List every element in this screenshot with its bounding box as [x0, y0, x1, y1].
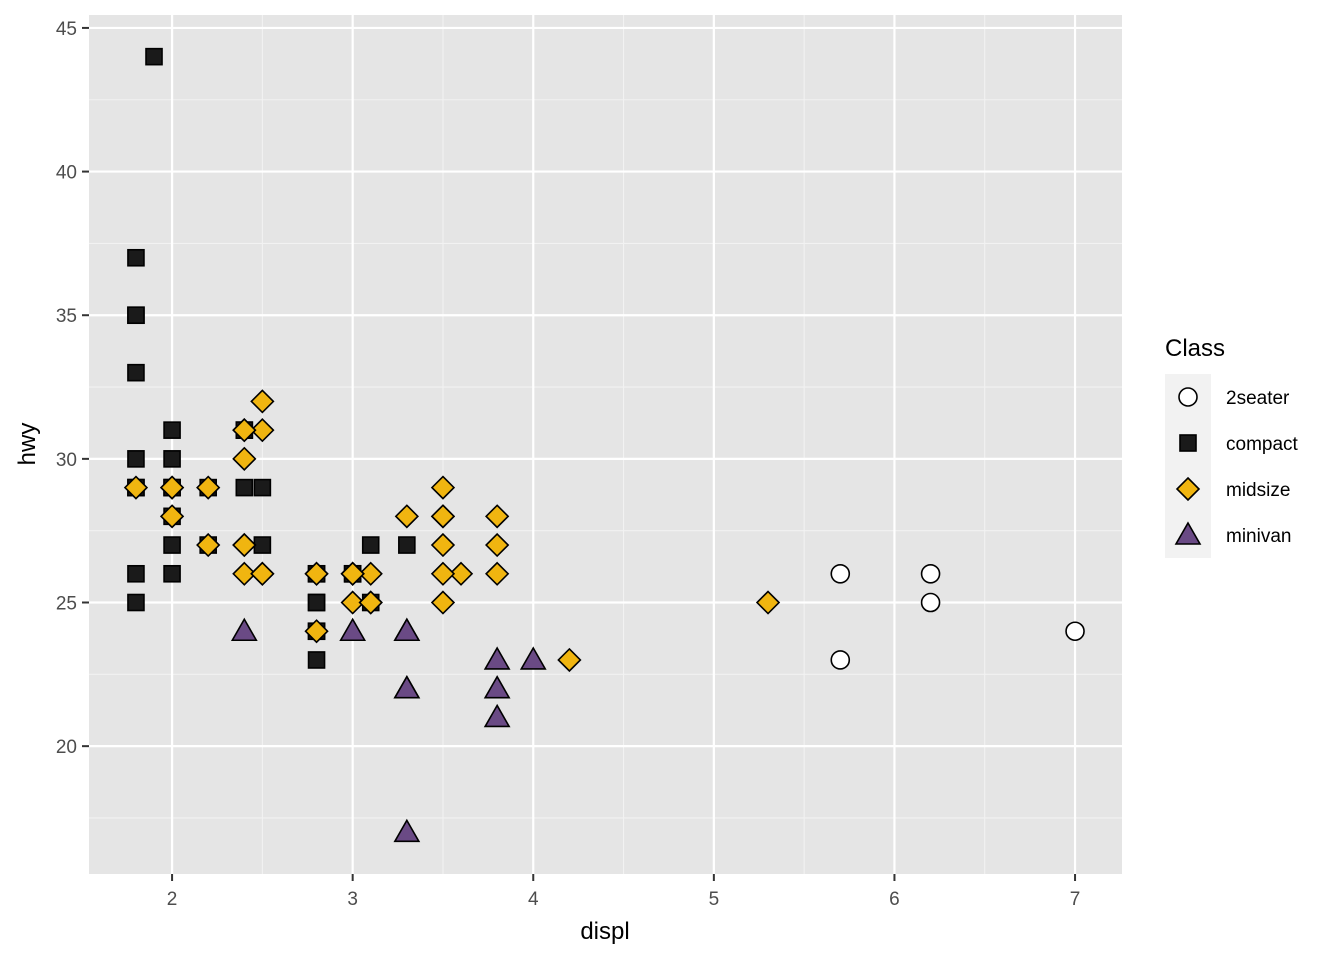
- point-compact: [253, 536, 272, 554]
- x-tick-label: 7: [1070, 889, 1081, 910]
- point-2seater: [920, 592, 941, 613]
- point-midsize: [159, 504, 185, 529]
- point-midsize: [304, 619, 329, 644]
- point-compact: [127, 363, 145, 382]
- plot-panel: [89, 15, 1122, 874]
- legend-symbol-midsize: [1175, 476, 1201, 502]
- point-minivan: [519, 646, 547, 670]
- point-midsize: [250, 418, 275, 443]
- y-axis-title: hwy: [14, 423, 41, 466]
- point-minivan: [483, 675, 511, 699]
- point-compact: [307, 651, 326, 669]
- legend-label: compact: [1226, 434, 1299, 455]
- point-minivan: [393, 617, 421, 642]
- point-compact: [163, 536, 181, 554]
- x-tick-label: 4: [528, 889, 539, 910]
- point-midsize: [304, 561, 329, 586]
- point-minivan: [483, 646, 511, 670]
- legend-title: Class: [1165, 335, 1225, 362]
- point-midsize: [358, 590, 383, 615]
- point-compact: [163, 450, 181, 468]
- point-midsize: [358, 561, 383, 586]
- point-midsize: [394, 504, 419, 529]
- point-midsize: [123, 475, 149, 500]
- point-compact: [127, 248, 145, 267]
- point-minivan: [483, 703, 511, 728]
- point-midsize: [755, 590, 781, 615]
- point-compact: [145, 47, 163, 66]
- point-midsize: [485, 504, 510, 529]
- y-tick-label: 40: [56, 163, 77, 184]
- point-compact: [127, 593, 145, 612]
- point-midsize: [232, 418, 257, 443]
- point-minivan: [393, 675, 421, 699]
- x-tick-label: 5: [709, 889, 720, 910]
- point-compact: [253, 478, 272, 497]
- point-midsize: [485, 532, 510, 558]
- legend-item-midsize: midsize: [1165, 466, 1290, 512]
- point-compact: [163, 564, 181, 583]
- point-minivan: [393, 818, 421, 843]
- point-2seater: [1065, 621, 1085, 642]
- legend: Class 2seater compact midsize minivan: [1165, 335, 1299, 558]
- point-midsize: [430, 561, 456, 586]
- point-compact: [127, 564, 145, 583]
- point-compact: [163, 421, 181, 439]
- legend-label: minivan: [1226, 526, 1291, 547]
- legend-item-compact: compact: [1165, 420, 1299, 466]
- point-compact: [127, 306, 145, 325]
- legend-symbol-compact: [1179, 434, 1197, 452]
- point-compact: [398, 536, 416, 554]
- point-minivan: [230, 617, 258, 642]
- point-compact: [361, 536, 380, 554]
- legend-keys: 2seater compact midsize minivan: [1165, 374, 1299, 558]
- legend-item-minivan: minivan: [1165, 512, 1291, 558]
- points-layer: [123, 47, 1085, 843]
- point-midsize: [557, 647, 582, 673]
- series-minivan: [230, 617, 547, 843]
- point-midsize: [250, 389, 275, 414]
- legend-label: 2seater: [1226, 388, 1290, 409]
- y-tick-label: 30: [56, 450, 77, 471]
- point-midsize: [250, 561, 275, 586]
- x-axis-title: displ: [580, 918, 629, 945]
- legend-symbol-2seater: [1178, 387, 1198, 407]
- point-midsize: [232, 561, 257, 586]
- point-compact: [307, 593, 326, 612]
- y-tick-label: 45: [56, 19, 77, 40]
- point-midsize: [196, 475, 221, 500]
- legend-label: midsize: [1226, 480, 1290, 501]
- point-midsize: [485, 561, 510, 586]
- legend-item-2seater: 2seater: [1165, 374, 1290, 420]
- y-tick-label: 35: [56, 306, 77, 327]
- point-2seater: [920, 563, 941, 584]
- point-midsize: [430, 532, 456, 558]
- point-minivan: [339, 617, 367, 642]
- x-tick-label: 3: [347, 889, 358, 910]
- point-midsize: [430, 475, 456, 500]
- point-midsize: [430, 590, 456, 615]
- point-compact: [235, 478, 254, 497]
- grid: [89, 15, 1122, 874]
- point-midsize: [430, 504, 456, 529]
- y-tick-label: 20: [56, 737, 77, 758]
- point-midsize: [232, 446, 257, 471]
- point-midsize: [448, 561, 474, 586]
- point-midsize: [232, 532, 257, 558]
- point-2seater: [830, 650, 851, 670]
- point-midsize: [196, 532, 221, 558]
- x-tick-label: 2: [167, 889, 178, 910]
- y-tick-label: 25: [56, 594, 77, 615]
- point-2seater: [830, 563, 851, 584]
- series-midsize: [123, 389, 781, 673]
- point-compact: [127, 450, 145, 468]
- point-midsize: [159, 475, 185, 500]
- x-tick-label: 6: [889, 889, 900, 910]
- point-midsize: [340, 561, 365, 586]
- series-2seater: [830, 563, 1085, 670]
- point-midsize: [340, 590, 365, 615]
- legend-symbol-minivan: [1174, 521, 1202, 545]
